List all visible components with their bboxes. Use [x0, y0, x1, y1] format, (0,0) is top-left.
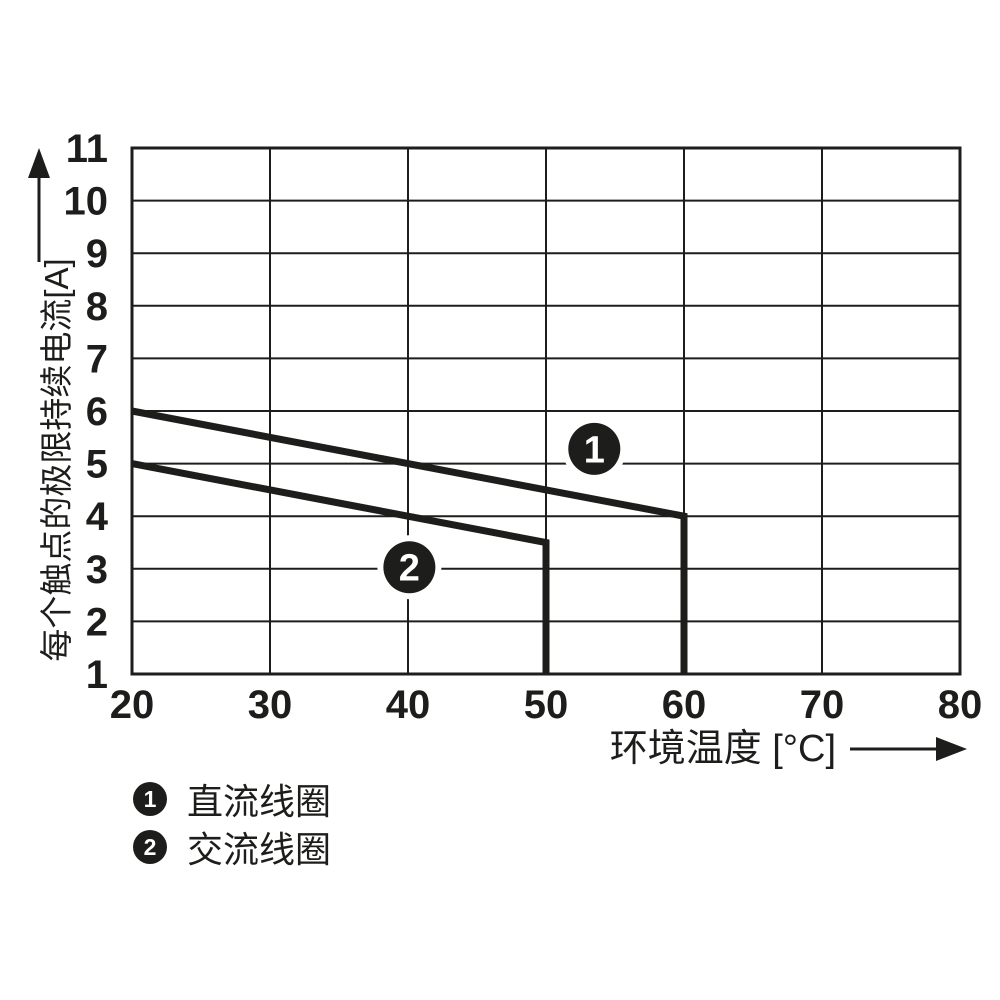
chart-legend: 1 直流线圈 2 交流线圈 — [133, 779, 331, 870]
y-tick-label: 8 — [86, 285, 108, 329]
y-tick-label: 10 — [64, 180, 109, 224]
y-tick-label: 9 — [86, 232, 108, 276]
legend-label-dc-coil: 直流线圈 — [187, 781, 332, 822]
y-tick-label: 3 — [86, 548, 108, 592]
y-tick-label: 4 — [86, 495, 109, 539]
x-tick-label: 70 — [800, 683, 845, 727]
curve-marker-disc — [383, 541, 436, 594]
y-tick-label: 2 — [86, 600, 108, 644]
y-tick-label: 5 — [86, 443, 108, 487]
x-tick-label: 60 — [662, 683, 707, 727]
legend-badge-2: 2 — [133, 830, 167, 864]
x-axis-title: 环境温度 [°C] — [610, 728, 836, 770]
y-tick-label: 6 — [86, 390, 108, 434]
x-tick-label: 40 — [386, 683, 431, 727]
legend-item-ac-coil: 2 交流线圈 — [133, 827, 331, 870]
y-tick-label: 11 — [66, 127, 108, 171]
curve-marker-number: 1 — [584, 429, 605, 471]
legend-badge-1: 1 — [133, 782, 167, 816]
x-tick-label: 50 — [524, 683, 569, 727]
curve-2 — [131, 460, 550, 674]
x-tick-label: 20 — [110, 683, 155, 727]
y-axis-arrow-icon — [28, 148, 50, 178]
x-axis-arrow-icon — [936, 737, 967, 761]
curve-1 — [131, 407, 688, 674]
curve-marker-disc — [568, 422, 621, 475]
x-tick-label: 80 — [938, 683, 983, 727]
curve-marker-number: 2 — [399, 548, 420, 590]
y-tick-label: 7 — [86, 337, 108, 381]
y-axis-title: 每个触点的极限持续电流[A] — [38, 258, 75, 661]
legend-label-ac-coil: 交流线圈 — [187, 829, 332, 870]
y-tick-label: 1 — [86, 653, 108, 697]
x-tick-label: 30 — [248, 683, 293, 727]
legend-item-dc-coil: 1 直流线圈 — [133, 779, 331, 822]
